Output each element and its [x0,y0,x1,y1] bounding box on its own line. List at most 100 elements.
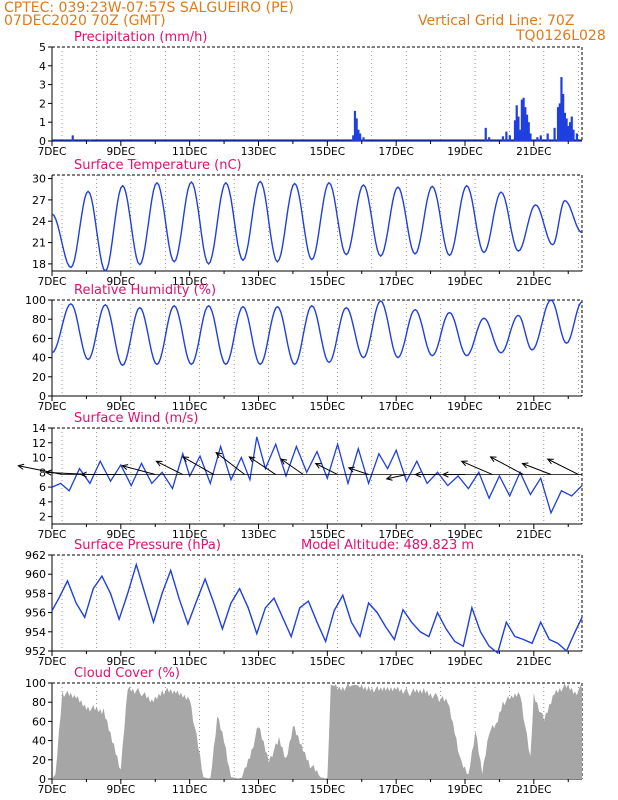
panel5-title: Surface Pressure (hPa) [74,538,221,553]
header-date: 07DEC2020 70Z (GMT) [4,13,166,29]
panel1-title: Precipitation (mm/h) [74,30,207,45]
panel4-wind-arrowhead-11 [385,474,393,481]
panel4-title: Surface Wind (m/s) [74,411,198,426]
panel3-xtick-label-1: 9DEC [106,401,135,413]
panel5-ytick-label-1: 954 [25,626,46,639]
panel1-xtick-label-1: 9DEC [106,146,135,158]
panel1-xtick-label-6: 19DEC [447,146,482,158]
panel1-ytick-label-2: 2 [39,97,46,110]
panel3-ytick-label-1: 20 [32,371,46,384]
panel3-series-line [51,299,583,367]
panel6-xtick-label-1: 9DEC [106,784,135,796]
panel1-bar-6 [359,133,362,141]
panel5-xtick-label-5: 17DEC [378,656,413,668]
panel4-xtick-label-3: 13DEC [241,529,276,541]
panel3-xtick-label-6: 19DEC [447,401,482,413]
panel6-cloud-area [52,683,582,779]
panel1-bar-36 [572,129,575,141]
panel1-xtick-label-2: 11DEC [172,146,207,158]
panel4-wind-arrowhead-4 [155,460,163,467]
panel1-bar-34 [568,122,572,141]
panel1-ytick-label-4: 4 [39,60,46,73]
panel1-bar-13 [513,120,517,141]
panel4-xtick-label-6: 19DEC [447,529,482,541]
panel4-xtick-label-7: 21DEC [516,529,551,541]
panel1-ytick-label-0: 0 [39,135,46,148]
panel1-bar-31 [563,112,566,141]
panel4-wind-vector-14 [461,460,493,475]
panel1-bar-7 [362,137,365,141]
panel6-xtick-label-5: 17DEC [378,784,413,796]
panel4-wind-vector-8 [280,458,304,475]
header-model: TQ0126L028 [516,28,606,44]
panel1-bar-11 [505,131,508,141]
panel1-bar-18 [522,97,525,141]
panel1-bar-12 [508,135,511,141]
panel6-xtick-label-3: 13DEC [241,784,276,796]
panel1-bar-14 [515,105,518,141]
panel1-bar-15 [517,116,520,141]
panel2-xtick-label-1: 9DEC [106,276,135,288]
panel1-bar-30 [562,94,565,141]
panel2-xtick-label-2: 11DEC [172,276,207,288]
panel1-bar-16 [519,129,522,141]
panel1-bar-25 [546,133,549,141]
panel2-xtick-label-5: 17DEC [378,276,413,288]
panel2-xtick-label-3: 13DEC [241,276,276,288]
panel3-title: Relative Humidity (%) [74,283,216,298]
panel1-bar-24 [539,135,542,141]
header-grid-line: Vertical Grid Line: 70Z [418,13,575,29]
panel4-ytick-label-1: 4 [39,496,46,509]
panel1-xtick-label-4: 15DEC [310,146,345,158]
panel4-xtick-label-0: 7DEC [38,529,67,541]
panel1-bar-23 [536,137,539,141]
panel5-ytick-label-5: 962 [25,549,46,562]
panel6-xtick-label-6: 19DEC [447,784,482,796]
panel5-ytick-label-4: 960 [25,568,46,581]
panel4-ytick-label-3: 8 [39,466,46,479]
panel2-xtick-label-6: 19DEC [447,276,482,288]
panel1-bar-37 [575,133,579,141]
panel4-wind-arrowhead-9 [314,463,322,469]
panel2-ytick-label-4: 30 [32,173,46,186]
panel1-bar-9 [488,137,491,141]
panel4-wind-vector-11 [386,474,407,480]
panel2-ytick-label-0: 18 [32,258,46,271]
panel1-bar-27 [556,107,560,141]
panel1-xtick-label-0: 7DEC [38,146,67,158]
panel5-ytick-label-0: 952 [25,645,46,658]
panel4-wind-vector-9 [315,463,338,475]
panel6-title: Cloud Cover (%) [74,666,180,681]
header-location: CPTEC: 039:23W-07:57S SALGUEIRO (PE) [4,0,294,16]
panel3-xtick-label-4: 15DEC [310,401,345,413]
panel2-ytick-label-1: 21 [32,237,46,250]
panel1-ytick-label-5: 5 [39,41,46,54]
panel6-ytick-label-5: 100 [25,677,46,690]
panel2-title: Surface Temperature (nC) [74,158,242,173]
panel3-xtick-label-3: 13DEC [241,401,276,413]
panel4-wind-arrowhead-6 [215,451,223,459]
panel4-wind-arrowhead-14 [460,460,468,467]
panel1-bar-35 [570,116,573,141]
panel1-bar-2 [352,135,355,141]
panel4-series-line [51,436,583,515]
panel4-wind-arrowhead-16 [521,462,529,469]
panel3-ytick-label-4: 80 [32,313,46,326]
panel5-series-line [51,562,583,655]
panel6-xtick-label-2: 11DEC [172,784,207,796]
panel4-xtick-label-2: 11DEC [172,529,207,541]
panel1-bar-8 [484,127,487,141]
panel3-ytick-label-2: 40 [32,352,46,365]
panel2-xtick-label-7: 21DEC [516,276,551,288]
panel1-bar-33 [567,125,570,141]
panel4-ytick-label-5: 12 [32,437,46,450]
panel4-xtick-label-5: 17DEC [378,529,413,541]
panel4-wind-vector-10 [348,467,369,475]
panel2-xtick-label-4: 15DEC [310,276,345,288]
panel2-ytick-label-2: 24 [32,215,46,228]
panel4-wind-vector-7 [249,456,276,475]
panel4-wind-arrowhead-15 [489,456,497,463]
panel1-bar-5 [357,129,360,141]
panel3-xtick-label-7: 21DEC [516,401,551,413]
